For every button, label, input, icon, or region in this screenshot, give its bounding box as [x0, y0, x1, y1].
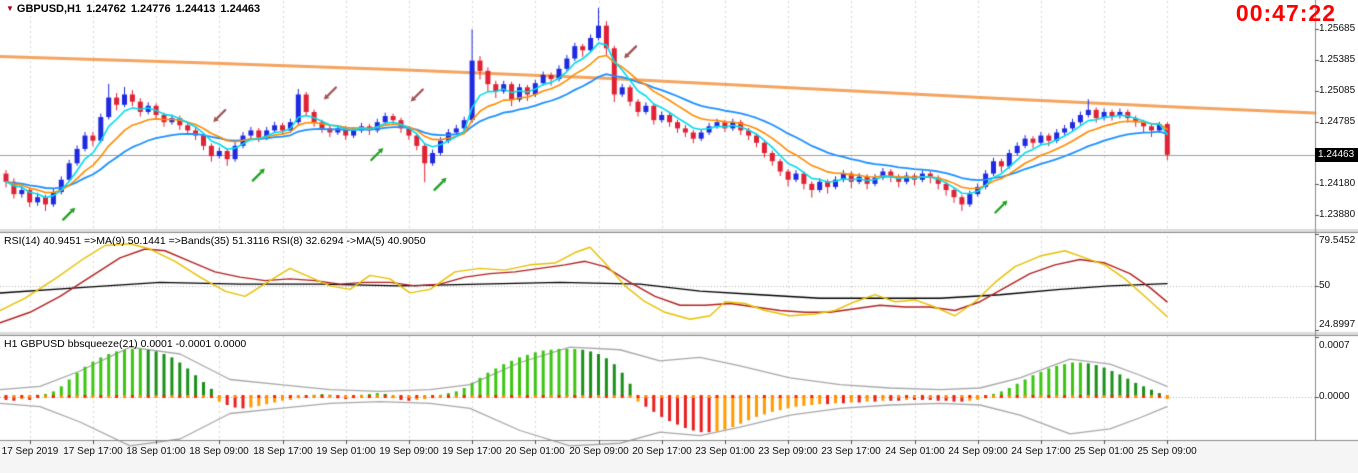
rsi-indicator-title: RSI(14) 40.9451 =>MA(9) 50.1441 =>Bands(… [4, 235, 426, 247]
bar-high-value: 1.24776 [130, 3, 171, 15]
rsi-axis-label: 24.8997 [1319, 319, 1356, 330]
time-axis-label: 24 Sep 17:00 [1011, 446, 1071, 457]
time-axis-label: 18 Sep 09:00 [189, 446, 249, 457]
time-axis-label: 17 Sep 17:00 [63, 446, 123, 457]
time-axis-label: 25 Sep 09:00 [1137, 446, 1197, 457]
time-axis-label: 23 Sep 17:00 [821, 446, 881, 457]
bbsqueeze-axis[interactable]: 0.0007 0.0000 [1316, 0, 1358, 440]
time-axis-label: 20 Sep 09:00 [569, 446, 629, 457]
price-axis-label: 1.25085 [1319, 85, 1356, 96]
price-axis[interactable]: 1.25685 1.25385 1.25085 1.24785 1.24180 1.238… [1316, 0, 1358, 440]
candle-countdown-timer: 00:47:22 [1235, 0, 1336, 26]
current-price-tag: 1.24463 [1315, 148, 1358, 162]
time-axis-label: 18 Sep 01:00 [126, 446, 186, 457]
bbsqueeze-axis-label: 0.0007 [1319, 340, 1350, 351]
time-axis-label: 20 Sep 01:00 [505, 446, 565, 457]
price-axis-label: 1.25385 [1319, 54, 1356, 65]
time-axis-label: 23 Sep 01:00 [695, 446, 755, 457]
rsi-axis[interactable]: 79.5452 50 24.8997 [1316, 0, 1358, 440]
bbsqueeze-axis-label: 0.0000 [1319, 391, 1350, 402]
time-axis-label: 24 Sep 09:00 [948, 446, 1008, 457]
rsi-axis-label: 50 [1319, 280, 1331, 291]
time-axis-label: 23 Sep 09:00 [758, 446, 818, 457]
symbol-icon: ▼ [6, 4, 14, 13]
price-axis-label: 1.25685 [1319, 23, 1356, 34]
time-axis-label: 19 Sep 17:00 [442, 446, 502, 457]
bar-close-value: 1.24463 [220, 3, 261, 15]
time-axis[interactable]: 17 Sep 2019 17 Sep 17:00 18 Sep 01:00 18 Se… [0, 441, 1358, 473]
time-axis-label: 19 Sep 09:00 [379, 446, 439, 457]
symbol-period-label: GBPUSD,H1 [16, 3, 82, 15]
price-axis-label: 1.24180 [1319, 178, 1356, 189]
chart-title: ▼ GBPUSD,H1 1.24762 1.24776 1.24413 1.24463 [6, 3, 260, 15]
time-axis-label: 17 Sep 2019 [1, 446, 59, 457]
bar-low-value: 1.24413 [175, 3, 216, 15]
time-axis-label: 25 Sep 01:00 [1074, 446, 1134, 457]
bbsqueeze-indicator-title: H1 GBPUSD bbsqueeze(21) 0.0001 -0.0001 0… [4, 338, 247, 350]
time-axis-label: 24 Sep 01:00 [885, 446, 945, 457]
price-axis-label: 1.24785 [1319, 116, 1356, 127]
time-axis-label: 19 Sep 01:00 [316, 446, 376, 457]
time-axis-label: 20 Sep 17:00 [632, 446, 692, 457]
price-axis-label: 1.23880 [1319, 209, 1356, 220]
time-axis-label: 18 Sep 17:00 [253, 446, 313, 457]
bar-open-value: 1.24762 [86, 3, 126, 15]
rsi-axis-label: 79.5452 [1319, 235, 1356, 246]
